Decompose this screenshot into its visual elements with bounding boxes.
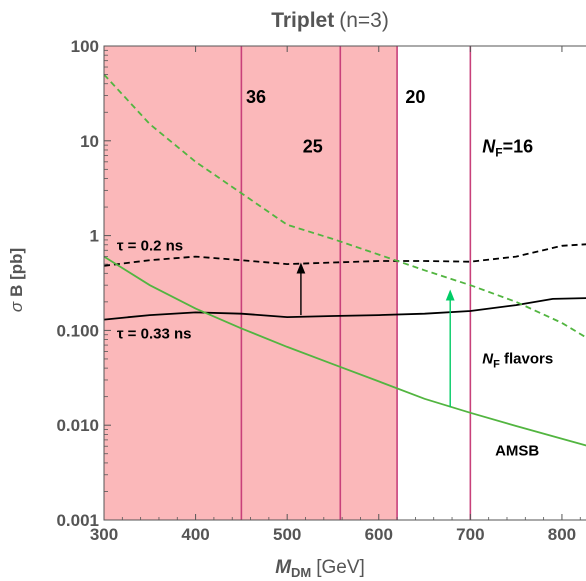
- y-tick-label-1: 0.010: [56, 416, 99, 435]
- excluded-region: [104, 46, 398, 520]
- x-tick-label-0: 300: [90, 525, 118, 544]
- x-axis-title: MDM [GeV]: [275, 557, 365, 580]
- chart-title-main: Triplet: [271, 9, 334, 32]
- x-axis-title-sub: DM: [291, 565, 311, 580]
- x-axis-title-main: M: [275, 557, 292, 578]
- y-axis-title-rest: B [pb]: [7, 248, 26, 297]
- series-line-3: [104, 255, 586, 447]
- y-tick-label-4: 10: [80, 132, 99, 151]
- y-tick-label-5: 100: [71, 37, 99, 56]
- vertical-line-label-sub: F: [495, 146, 502, 160]
- plot-area: [104, 46, 586, 520]
- series-label-sub: F: [493, 358, 500, 370]
- chart-title-paren: (n=3): [339, 9, 389, 32]
- x-axis-title-unit: [GeV]: [316, 557, 365, 578]
- vertical-line-label-1: 25: [303, 137, 323, 157]
- y-tick-label-2: 0.100: [56, 321, 99, 340]
- chart-title: Triplet (n=3): [271, 9, 389, 32]
- axis-ticks: 300 400 500 600 700 800 0.001 0.010 0.100 1 10 100: [56, 37, 581, 544]
- series-label-1: τ = 0.33 ns: [117, 326, 192, 343]
- series-label-0: τ = 0.2 ns: [117, 237, 183, 254]
- x-tick-label-3: 600: [365, 525, 393, 544]
- series-label-rest: flavors: [500, 350, 553, 367]
- series-label-2: NF flavors: [482, 350, 553, 370]
- x-tick-label-4: 700: [456, 525, 484, 544]
- series-label-main: N: [482, 350, 494, 367]
- vertical-line-label-2: 20: [405, 87, 425, 107]
- vertical-line-label-main: N: [482, 137, 496, 157]
- vertical-line-label-3: NF=16: [482, 137, 533, 160]
- vertical-line-label-rest: =16: [503, 137, 534, 157]
- y-axis-title-sym: σ: [7, 301, 26, 312]
- series-line-0: [104, 243, 586, 267]
- series-line-1: [104, 297, 586, 321]
- x-tick-label-2: 500: [273, 525, 301, 544]
- series-label-3: AMSB: [495, 442, 539, 459]
- y-tick-label-3: 1: [90, 227, 99, 246]
- y-tick-label-0: 0.001: [56, 511, 99, 530]
- vertical-line-label-0: 36: [246, 87, 266, 107]
- y-axis-title: σ B [pb]: [7, 248, 26, 312]
- plot-frame: [103, 45, 586, 521]
- x-tick-label-1: 400: [181, 525, 209, 544]
- x-tick-label-5: 800: [548, 525, 576, 544]
- series-line-2: [104, 73, 586, 339]
